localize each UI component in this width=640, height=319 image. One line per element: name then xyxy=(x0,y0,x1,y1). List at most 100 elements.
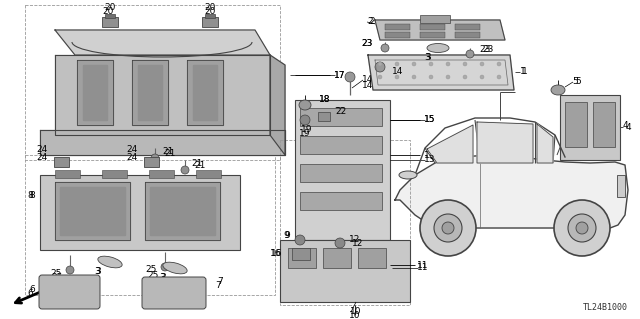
Text: 3: 3 xyxy=(159,273,165,283)
Text: 4: 4 xyxy=(625,122,631,131)
Text: 24: 24 xyxy=(36,153,47,162)
Text: 15: 15 xyxy=(424,115,436,124)
Text: 13: 13 xyxy=(424,151,436,160)
Text: 12: 12 xyxy=(352,239,364,248)
Text: 16: 16 xyxy=(270,249,282,258)
Bar xyxy=(54,157,69,167)
Ellipse shape xyxy=(163,262,187,274)
Bar xyxy=(25,155,275,295)
Circle shape xyxy=(420,200,476,256)
Text: 18: 18 xyxy=(319,95,331,105)
Text: 4: 4 xyxy=(622,121,628,130)
Polygon shape xyxy=(150,187,215,235)
Polygon shape xyxy=(270,55,285,155)
Bar xyxy=(358,248,386,268)
Text: 23: 23 xyxy=(483,46,493,55)
Circle shape xyxy=(497,75,501,79)
Bar xyxy=(280,240,410,302)
Circle shape xyxy=(429,62,433,66)
Bar xyxy=(102,17,118,27)
Text: 20: 20 xyxy=(204,4,216,12)
Text: 6: 6 xyxy=(29,286,35,294)
Polygon shape xyxy=(395,155,628,228)
Text: 23: 23 xyxy=(479,46,491,55)
Bar xyxy=(455,32,480,38)
Circle shape xyxy=(480,75,484,79)
Text: 23: 23 xyxy=(362,40,372,48)
Bar xyxy=(323,248,351,268)
Circle shape xyxy=(463,75,467,79)
Text: 15: 15 xyxy=(424,115,436,124)
Text: 14: 14 xyxy=(362,76,374,85)
Bar xyxy=(40,175,240,250)
Text: 21: 21 xyxy=(191,159,203,167)
Bar xyxy=(565,102,587,147)
Text: 24: 24 xyxy=(36,145,47,154)
Polygon shape xyxy=(427,125,473,163)
Bar xyxy=(385,24,410,30)
Text: 10: 10 xyxy=(350,308,362,316)
Ellipse shape xyxy=(551,85,565,95)
Text: 25: 25 xyxy=(51,269,61,278)
Circle shape xyxy=(463,62,467,66)
Text: 3: 3 xyxy=(424,53,430,62)
Bar xyxy=(420,15,450,23)
Text: 20: 20 xyxy=(204,6,216,16)
Text: 17: 17 xyxy=(334,70,346,79)
Circle shape xyxy=(381,44,389,52)
FancyBboxPatch shape xyxy=(142,277,206,309)
Text: 19: 19 xyxy=(300,130,311,138)
Ellipse shape xyxy=(427,43,449,53)
Text: 12: 12 xyxy=(349,235,361,244)
Text: 3: 3 xyxy=(160,273,166,283)
Polygon shape xyxy=(132,60,168,125)
Text: 2: 2 xyxy=(369,18,375,26)
Text: 25: 25 xyxy=(51,273,63,283)
Text: 20: 20 xyxy=(102,6,114,16)
Circle shape xyxy=(412,62,416,66)
Text: 25: 25 xyxy=(147,271,159,279)
Text: 21: 21 xyxy=(164,149,176,158)
Text: 22: 22 xyxy=(335,107,347,115)
Bar xyxy=(280,140,410,305)
Ellipse shape xyxy=(399,171,417,179)
Text: 13: 13 xyxy=(424,155,436,165)
Text: 7: 7 xyxy=(215,280,221,290)
Text: 2: 2 xyxy=(367,18,373,26)
Circle shape xyxy=(375,62,385,72)
Text: 5: 5 xyxy=(575,78,581,86)
Polygon shape xyxy=(145,182,220,240)
Bar xyxy=(300,136,382,154)
Polygon shape xyxy=(477,122,533,163)
Polygon shape xyxy=(55,30,270,55)
Polygon shape xyxy=(537,124,553,163)
Polygon shape xyxy=(60,187,125,235)
Bar xyxy=(144,157,159,167)
Circle shape xyxy=(576,222,588,234)
Circle shape xyxy=(480,62,484,66)
Text: 10: 10 xyxy=(349,310,361,319)
Text: 24: 24 xyxy=(126,153,138,162)
Polygon shape xyxy=(187,60,223,125)
Bar xyxy=(105,14,115,18)
Circle shape xyxy=(66,266,74,274)
Circle shape xyxy=(161,263,169,271)
Text: 21: 21 xyxy=(195,160,205,169)
Bar xyxy=(455,24,480,30)
Bar xyxy=(385,32,410,38)
Bar xyxy=(25,5,280,160)
Text: 14: 14 xyxy=(392,68,404,77)
Text: 3: 3 xyxy=(425,53,431,62)
Text: 23: 23 xyxy=(362,40,372,48)
Polygon shape xyxy=(138,65,162,120)
Bar xyxy=(560,95,620,160)
Circle shape xyxy=(378,62,382,66)
Circle shape xyxy=(378,75,382,79)
Bar xyxy=(617,175,625,197)
Text: 9: 9 xyxy=(284,231,290,240)
Circle shape xyxy=(151,154,159,162)
Bar xyxy=(593,102,615,147)
Bar xyxy=(300,164,382,182)
Circle shape xyxy=(554,200,610,256)
Circle shape xyxy=(300,115,310,125)
